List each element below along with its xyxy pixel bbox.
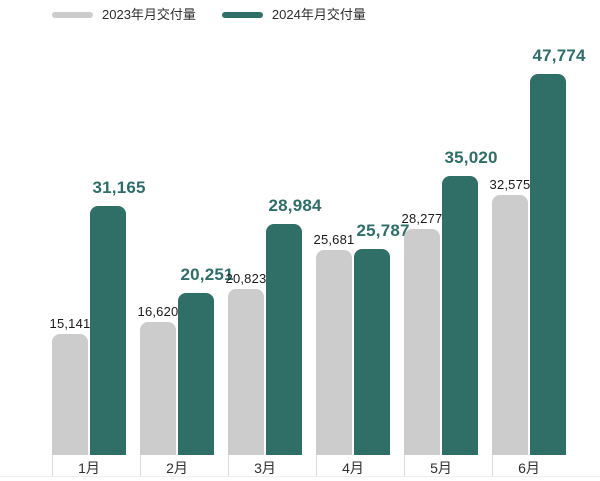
bar-2024 <box>266 224 302 455</box>
x-axis-label: 2月 <box>166 460 188 476</box>
x-axis-label: 5月 <box>430 460 452 476</box>
legend-item-2023: 2023年月交付量 <box>52 6 196 23</box>
bar-2023 <box>316 250 352 455</box>
x-axis-label: 6月 <box>518 460 540 476</box>
bar-2023 <box>404 229 440 455</box>
bar-2023 <box>52 334 88 455</box>
x-axis-label: 4月 <box>342 460 364 476</box>
bar-value-label-2023: 25,681 <box>313 232 355 248</box>
bar-2023 <box>492 195 528 455</box>
axis-separator <box>140 455 141 476</box>
legend-swatch-2023-icon <box>52 11 93 18</box>
bar-2024 <box>442 176 478 455</box>
bar-2024 <box>178 293 214 455</box>
bar-value-label-2023: 15,141 <box>49 316 91 332</box>
bar-value-label-2023: 32,575 <box>489 177 531 193</box>
bar-value-label-2023: 16,620 <box>137 304 179 320</box>
legend-swatch-2024-icon <box>221 11 263 18</box>
x-axis-label: 1月 <box>78 460 100 476</box>
bar-value-label-2024: 31,165 <box>92 178 146 198</box>
legend-label-2024: 2024年月交付量 <box>271 7 366 22</box>
bar-value-label-2024: 28,984 <box>268 196 322 216</box>
x-axis-label: 3月 <box>254 460 276 476</box>
bar-2023 <box>140 322 176 455</box>
axis-separator <box>404 455 405 476</box>
bar-value-label-2024: 35,020 <box>444 148 498 168</box>
bar-value-label-2024: 20,251 <box>180 265 234 285</box>
bar-value-label-2023: 28,277 <box>401 211 443 227</box>
bar-value-label-2024: 25,787 <box>356 221 410 241</box>
bar-value-label-2023: 20,823 <box>225 271 267 287</box>
bar-value-label-2024: 47,774 <box>532 46 586 66</box>
axis-separator <box>316 455 317 476</box>
axis-hairline <box>0 476 600 477</box>
legend-item-2024: 2024年月交付量 <box>221 6 366 23</box>
legend: 2023年月交付量 2024年月交付量 <box>52 6 366 23</box>
bar-2024 <box>90 206 126 455</box>
bar-2023 <box>228 289 264 455</box>
axis-separator <box>492 455 493 476</box>
axis-separator <box>228 455 229 476</box>
axis-separator <box>52 455 53 476</box>
legend-label-2023: 2023年月交付量 <box>102 7 196 22</box>
bar-2024 <box>530 74 566 455</box>
bar-2024 <box>354 249 390 455</box>
